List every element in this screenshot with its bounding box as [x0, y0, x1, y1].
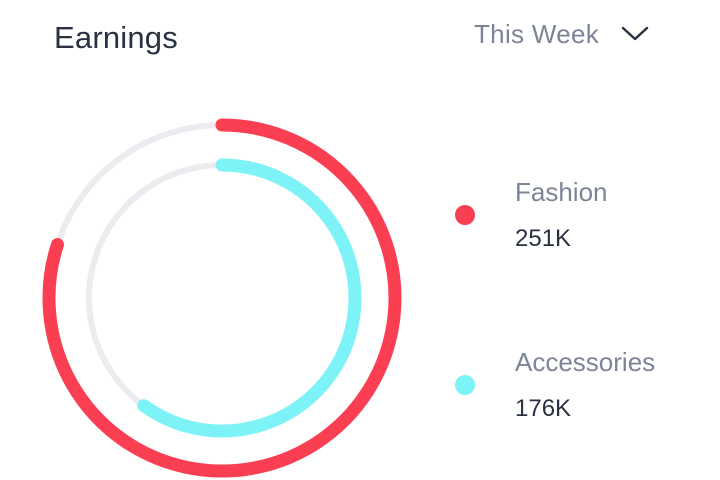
legend-label-fashion: Fashion: [515, 177, 608, 207]
chevron-down-icon: [621, 26, 649, 41]
earnings-ring-chart: [42, 118, 402, 478]
period-dropdown[interactable]: This Week: [474, 16, 649, 52]
legend-value-accessories: 176K: [515, 395, 572, 422]
legend-item-fashion: Fashion 251K: [452, 176, 712, 256]
legend-label-accessories: Accessories: [515, 347, 656, 377]
card-title: Earnings: [54, 20, 178, 55]
period-dropdown-label: This Week: [474, 18, 600, 49]
fashion-arc: [42, 118, 402, 478]
legend-item-accessories: Accessories 176K: [452, 346, 712, 426]
legend-value-fashion: 251K: [515, 225, 572, 252]
fashion-legend-dot: [455, 205, 475, 225]
accessories-legend-dot: [455, 375, 475, 395]
accessories-arc: [137, 158, 362, 438]
